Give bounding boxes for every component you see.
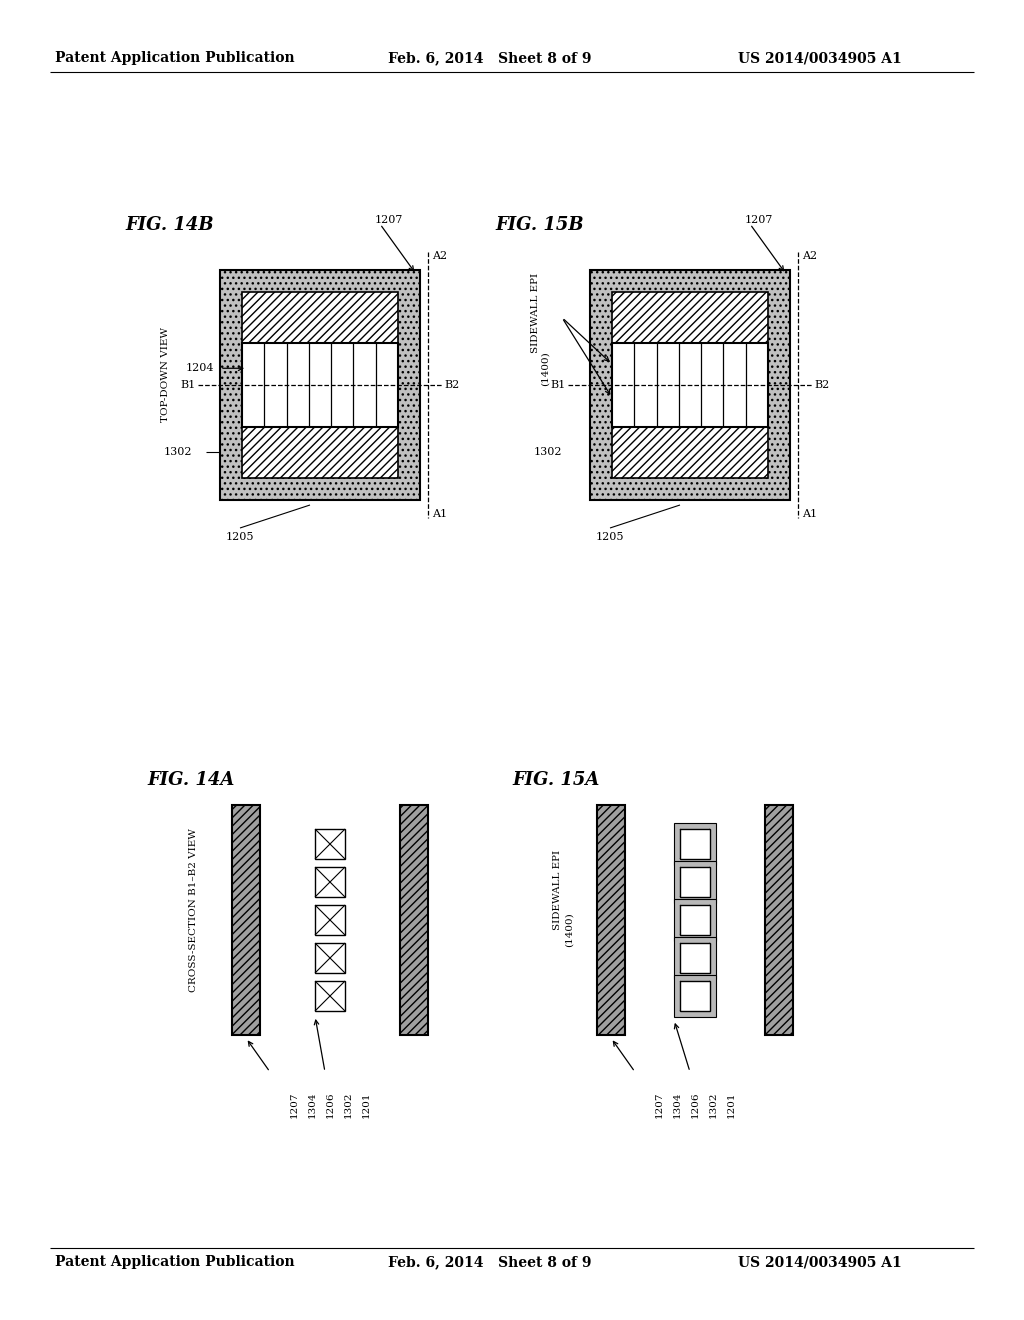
Text: 1302: 1302 (534, 447, 562, 457)
Text: B2: B2 (814, 380, 829, 389)
Bar (315, 906, 345, 935)
Text: Feb. 6, 2014   Sheet 8 of 9: Feb. 6, 2014 Sheet 8 of 9 (388, 1255, 592, 1269)
Bar (680, 942, 710, 973)
Bar (612, 426, 768, 478)
Text: B2: B2 (444, 380, 459, 389)
Bar (674, 899, 716, 941)
Text: B1: B1 (551, 380, 566, 389)
Text: 1206: 1206 (326, 1092, 335, 1118)
Text: SIDEWALL EPI: SIDEWALL EPI (530, 272, 540, 352)
Bar (612, 292, 768, 343)
Bar (400, 805, 428, 1035)
Text: 1207: 1207 (375, 215, 403, 224)
Text: A2: A2 (432, 251, 447, 261)
Text: SIDEWALL EPI: SIDEWALL EPI (553, 850, 561, 931)
Bar (680, 906, 710, 935)
Bar (220, 271, 420, 500)
Bar (315, 942, 345, 973)
Bar (315, 981, 345, 1011)
Text: A1: A1 (802, 510, 817, 519)
Bar (242, 292, 398, 343)
Text: 1302: 1302 (164, 447, 193, 457)
Bar (612, 343, 768, 426)
Text: A2: A2 (802, 251, 817, 261)
Bar (597, 805, 625, 1035)
Text: FIG. 14B: FIG. 14B (125, 216, 214, 234)
Text: 1302: 1302 (344, 1092, 353, 1118)
Bar (242, 343, 398, 426)
Text: 1201: 1201 (362, 1092, 371, 1118)
Text: 1302: 1302 (709, 1092, 718, 1118)
Bar (315, 867, 345, 898)
Text: 1304: 1304 (308, 1092, 317, 1118)
Text: FIG. 14A: FIG. 14A (147, 771, 234, 789)
Bar (765, 805, 793, 1035)
Text: TOP-DOWN VIEW: TOP-DOWN VIEW (161, 327, 170, 422)
Text: 1204: 1204 (185, 363, 214, 374)
Bar (674, 975, 716, 1016)
Text: 1205: 1205 (225, 532, 254, 543)
Text: (1400): (1400) (541, 351, 550, 385)
Text: US 2014/0034905 A1: US 2014/0034905 A1 (738, 1255, 902, 1269)
Bar (232, 805, 260, 1035)
Text: 1304: 1304 (673, 1092, 682, 1118)
Text: Patent Application Publication: Patent Application Publication (55, 1255, 295, 1269)
Text: 1207: 1207 (290, 1092, 299, 1118)
Text: CROSS-SECTION B1–B2 VIEW: CROSS-SECTION B1–B2 VIEW (189, 828, 199, 991)
Text: A1: A1 (432, 510, 447, 519)
Bar (674, 822, 716, 865)
Text: FIG. 15B: FIG. 15B (495, 216, 584, 234)
Text: US 2014/0034905 A1: US 2014/0034905 A1 (738, 51, 902, 65)
Bar (590, 271, 790, 500)
Bar (680, 829, 710, 859)
Text: 1205: 1205 (596, 532, 625, 543)
Text: 1206: 1206 (691, 1092, 700, 1118)
Bar (680, 867, 710, 898)
Text: 1207: 1207 (655, 1092, 664, 1118)
Bar (674, 937, 716, 979)
Text: Feb. 6, 2014   Sheet 8 of 9: Feb. 6, 2014 Sheet 8 of 9 (388, 51, 592, 65)
Text: FIG. 15A: FIG. 15A (512, 771, 599, 789)
Bar (242, 426, 398, 478)
Bar (680, 981, 710, 1011)
Text: (1400): (1400) (564, 912, 573, 948)
Text: Patent Application Publication: Patent Application Publication (55, 51, 295, 65)
Bar (674, 861, 716, 903)
Text: 1201: 1201 (727, 1092, 736, 1118)
Text: 1207: 1207 (745, 215, 773, 224)
Bar (315, 829, 345, 859)
Text: B1: B1 (181, 380, 196, 389)
